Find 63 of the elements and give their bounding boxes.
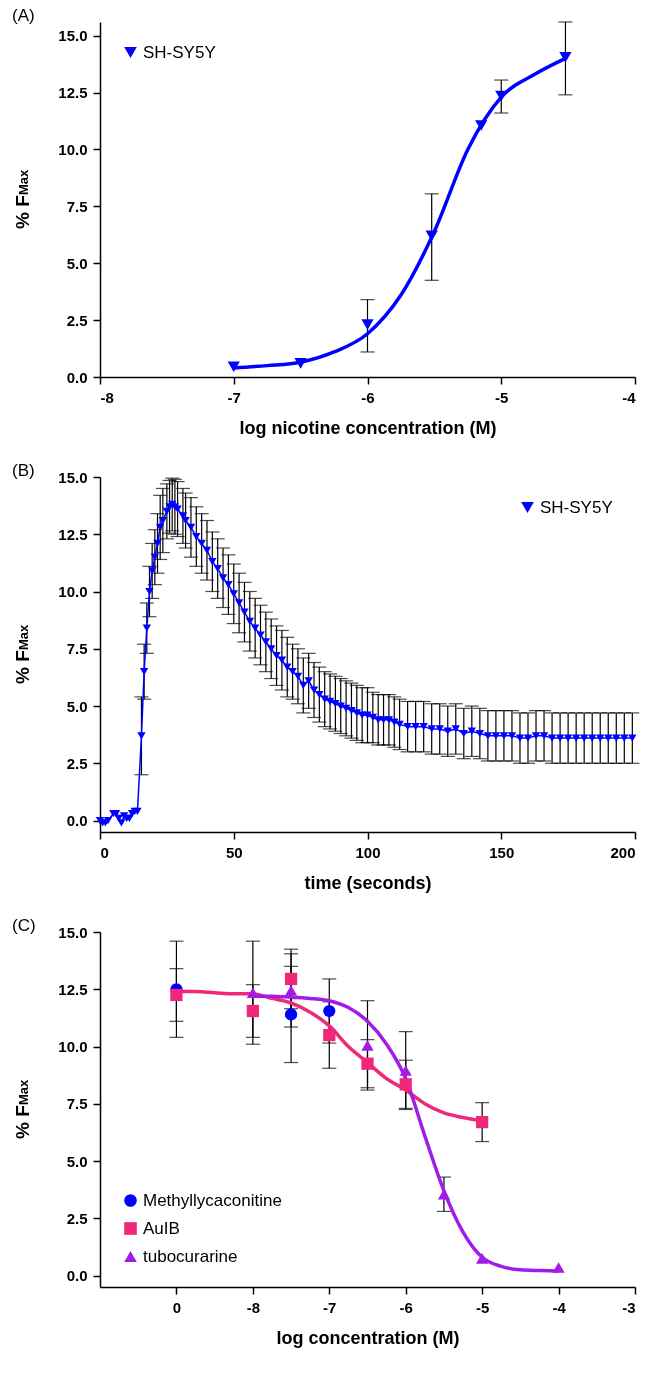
x-tick-label: 100 [355,843,381,861]
x-tick-label: 0 [172,1298,182,1316]
x-tick-label: -8 [100,388,114,406]
x-tick-label: 150 [489,843,515,861]
legend-label: Methyllycaconitine [143,1190,282,1210]
x-tick-label: -8 [246,1298,261,1316]
x-tick-label: 200 [610,843,636,861]
x-tick-label: -5 [495,388,509,406]
y-tick-label: 12.5 [58,980,88,998]
y-tick-label: 2.5 [66,1209,88,1227]
y-tick-label: 12.5 [58,84,88,102]
point [552,1262,565,1273]
point [323,1004,336,1018]
point [361,1040,374,1051]
x-tick-label: -5 [475,1298,490,1316]
legend-label: tubocurarine [143,1246,238,1266]
x-axis-title: log concentration (M) [276,1327,460,1348]
y-tick-label: 7.5 [66,1095,88,1113]
point [476,1253,489,1264]
y-tick-label: 15.0 [58,923,88,941]
x-axis-title: log nicotine concentration (M) [239,417,497,438]
point [323,1028,336,1042]
y-tick-label: 2.5 [66,311,88,329]
y-tick-label: 15.0 [58,27,88,45]
point [399,1065,412,1076]
x-tick-label: 50 [225,843,243,861]
y-tick-label: 7.5 [66,640,88,658]
y-tick-label: 5.0 [66,697,88,715]
x-axis-title: time (seconds) [304,872,432,893]
legend-label: SH-SY5Y [143,42,216,62]
point [246,1004,259,1018]
point [476,1115,489,1129]
x-tick-label: 0 [100,843,109,861]
chart-title: (A) [12,6,35,26]
x-tick-label: -3 [622,1298,636,1316]
y-tick-label: 0.0 [66,368,88,386]
x-tick-label: -7 [227,388,241,406]
x-tick-label: -4 [622,388,637,406]
y-tick-label: 12.5 [58,525,88,543]
point [284,972,298,986]
y-tick-label: 0.0 [66,812,88,830]
x-tick-label: -7 [323,1298,337,1316]
y-tick-label: 5.0 [66,254,88,272]
chart-title: (B) [12,461,35,481]
y-tick-label: 10.0 [58,140,88,158]
point [170,988,183,1002]
y-tick-label: 0.0 [66,1267,88,1285]
legend-label: AuIB [143,1218,180,1238]
point [399,1078,412,1091]
y-tick-label: 7.5 [66,197,88,215]
y-tick-label: 10.0 [58,1038,88,1056]
point [361,1057,374,1070]
x-tick-label: -6 [361,388,375,406]
x-tick-label: -6 [399,1298,413,1316]
point [284,1008,298,1021]
point [284,985,298,996]
y-tick-label: 2.5 [66,754,88,772]
x-tick-label: -4 [552,1298,567,1316]
y-tick-label: 5.0 [66,1152,88,1170]
chart-title: (C) [12,916,36,936]
legend-label: SH-SY5Y [540,497,613,517]
y-tick-label: 15.0 [58,468,88,486]
y-tick-label: 10.0 [58,583,88,601]
